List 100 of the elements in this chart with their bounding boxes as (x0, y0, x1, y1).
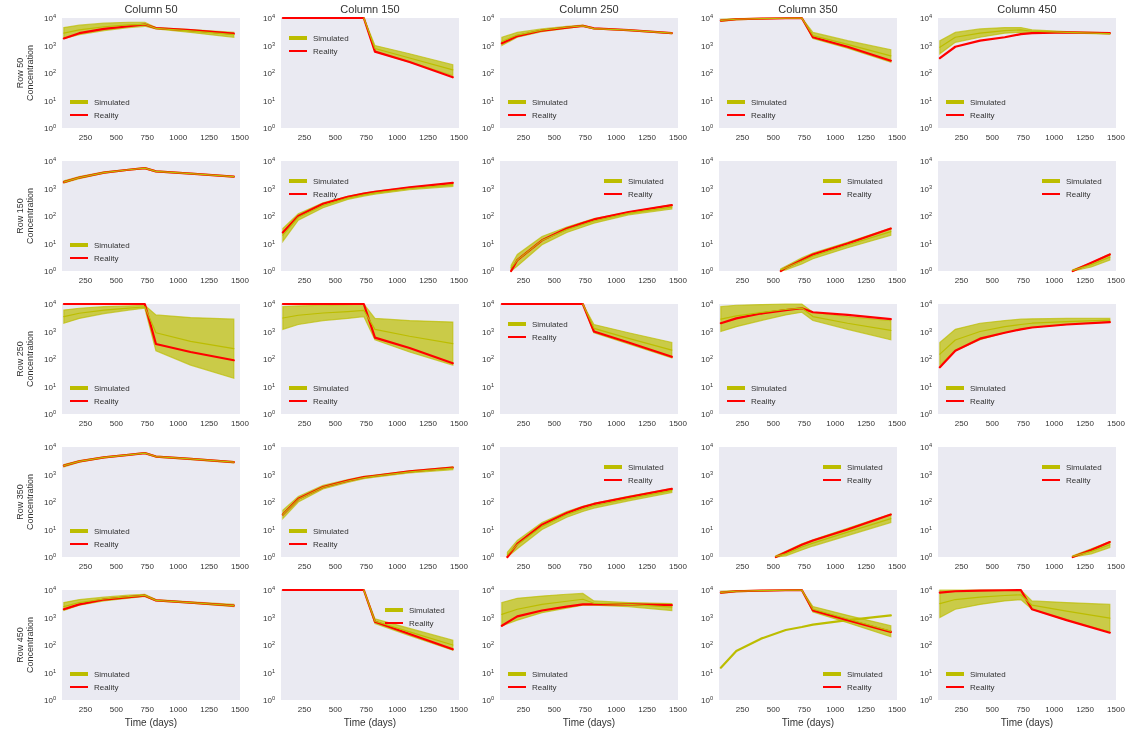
x-tick-label: 750 (359, 562, 374, 571)
x-tick-label: 1000 (607, 705, 626, 714)
y-tick-label: 10$^{0}$ (262, 552, 275, 562)
x-tick-label: 1500 (669, 705, 688, 714)
y-tick-label: 10$^{4}$ (700, 442, 713, 452)
y-tick-label: 10$^{3}$ (481, 183, 494, 194)
x-tick-label: 250 (735, 276, 750, 285)
legend-label: Simulated (751, 98, 787, 107)
x-tick-label: 1250 (638, 705, 657, 714)
y-tick-label: 10$^{3}$ (700, 612, 713, 623)
x-tick-label: 1250 (1076, 562, 1095, 571)
x-tick-label: 1000 (388, 705, 407, 714)
x-tick-label: 250 (516, 276, 531, 285)
legend-label: Reality (970, 397, 995, 406)
y-tick-label: 10$^{1}$ (700, 95, 713, 106)
y-tick-label: 10$^{3}$ (43, 40, 56, 51)
line-series (500, 603, 673, 627)
y-tick-label: 10$^{3}$ (43, 326, 56, 337)
x-tick-label: 1000 (1045, 133, 1064, 142)
y-tick-label: 10$^{3}$ (262, 326, 275, 337)
x-tick-label: 1250 (200, 133, 219, 142)
x-tick-label: 1000 (607, 419, 626, 428)
y-tick-label: 10$^{1}$ (43, 524, 56, 535)
y-tick-label: 10$^{4}$ (481, 156, 494, 166)
legend-label: Simulated (628, 177, 664, 186)
y-tick-label: 10$^{2}$ (700, 211, 713, 221)
y-tick-label: 10$^{0}$ (262, 695, 275, 705)
x-tick-label: 250 (954, 419, 969, 428)
x-tick-label: 500 (985, 419, 1000, 428)
legend-label: Reality (751, 397, 776, 406)
y-tick-label: 10$^{4}$ (700, 299, 713, 309)
y-tick-label: 10$^{1}$ (700, 524, 713, 535)
y-tick-label: 10$^{4}$ (43, 13, 56, 23)
x-tick-label: 1250 (200, 562, 219, 571)
y-tick-label: 10$^{2}$ (919, 68, 932, 78)
y-tick-label: 10$^{2}$ (700, 354, 713, 364)
y-tick-label: 10$^{4}$ (481, 585, 494, 595)
legend-label: Reality (847, 476, 872, 485)
legend-label: Reality (94, 397, 119, 406)
y-tick-label: 10$^{4}$ (262, 13, 275, 23)
legend-label: Reality (1066, 190, 1091, 199)
x-tick-label: 1000 (826, 705, 845, 714)
y-tick-label: 10$^{1}$ (919, 524, 932, 535)
x-tick-label: 1500 (669, 562, 688, 571)
x-tick-label: 1250 (857, 419, 876, 428)
x-tick-label: 250 (954, 133, 969, 142)
y-tick-label: 10$^{3}$ (43, 612, 56, 623)
legend-label: Simulated (628, 463, 664, 472)
x-tick-label: 1250 (857, 276, 876, 285)
legend-label: Reality (970, 683, 995, 692)
x-tick-label: 1250 (1076, 705, 1095, 714)
chart-title: Column 250 (559, 3, 619, 15)
legend-label: Reality (532, 111, 557, 120)
x-tick-label: 250 (735, 562, 750, 571)
y-axis-title: Row 450 Concentration (15, 616, 35, 674)
x-tick-label: 250 (516, 562, 531, 571)
legend-label: Reality (94, 111, 119, 120)
x-tick-label: 750 (140, 705, 155, 714)
x-tick-label: 750 (797, 419, 812, 428)
legend-label: Simulated (532, 670, 568, 679)
x-tick-label: 500 (547, 419, 562, 428)
x-tick-label: 750 (578, 705, 593, 714)
x-tick-label: 1500 (450, 419, 469, 428)
x-tick-label: 500 (109, 419, 124, 428)
y-tick-label: 10$^{2}$ (262, 640, 275, 650)
y-tick-label: 10$^{2}$ (481, 640, 494, 650)
x-tick-label: 750 (1016, 276, 1031, 285)
y-tick-label: 10$^{0}$ (481, 409, 494, 419)
legend-label: Simulated (313, 34, 349, 43)
y-tick-label: 10$^{2}$ (43, 497, 56, 507)
y-axis-title: Row 350 Concentration (15, 473, 35, 531)
y-tick-label: 10$^{2}$ (262, 211, 275, 221)
y-tick-label: 10$^{2}$ (919, 354, 932, 364)
chart-title: Column 450 (997, 3, 1057, 15)
y-axis-title: Row 150 Concentration (15, 187, 35, 245)
y-tick-label: 10$^{0}$ (43, 266, 56, 276)
x-tick-label: 1250 (638, 133, 657, 142)
legend-label: Simulated (532, 320, 568, 329)
y-tick-label: 10$^{2}$ (481, 497, 494, 507)
x-tick-label: 500 (109, 133, 124, 142)
y-tick-label: 10$^{0}$ (481, 266, 494, 276)
legend-label: Reality (94, 254, 119, 263)
x-tick-label: 250 (954, 562, 969, 571)
x-tick-label: 1250 (419, 276, 438, 285)
x-tick-label: 1500 (450, 562, 469, 571)
x-tick-label: 750 (797, 133, 812, 142)
x-tick-label: 250 (78, 276, 93, 285)
chart-title: Column 150 (340, 3, 400, 15)
x-tick-label: 1500 (231, 705, 250, 714)
x-tick-label: 250 (954, 276, 969, 285)
x-tick-label: 1500 (450, 133, 469, 142)
y-tick-label: 10$^{4}$ (481, 13, 494, 23)
y-tick-label: 10$^{3}$ (700, 326, 713, 337)
y-tick-label: 10$^{0}$ (700, 123, 713, 133)
x-tick-label: 1500 (1107, 705, 1126, 714)
x-tick-label: 750 (578, 562, 593, 571)
legend-label: Simulated (847, 463, 883, 472)
x-axis-title: Time (days) (1000, 717, 1054, 728)
y-tick-label: 10$^{0}$ (700, 695, 713, 705)
legend-label: Simulated (970, 384, 1006, 393)
